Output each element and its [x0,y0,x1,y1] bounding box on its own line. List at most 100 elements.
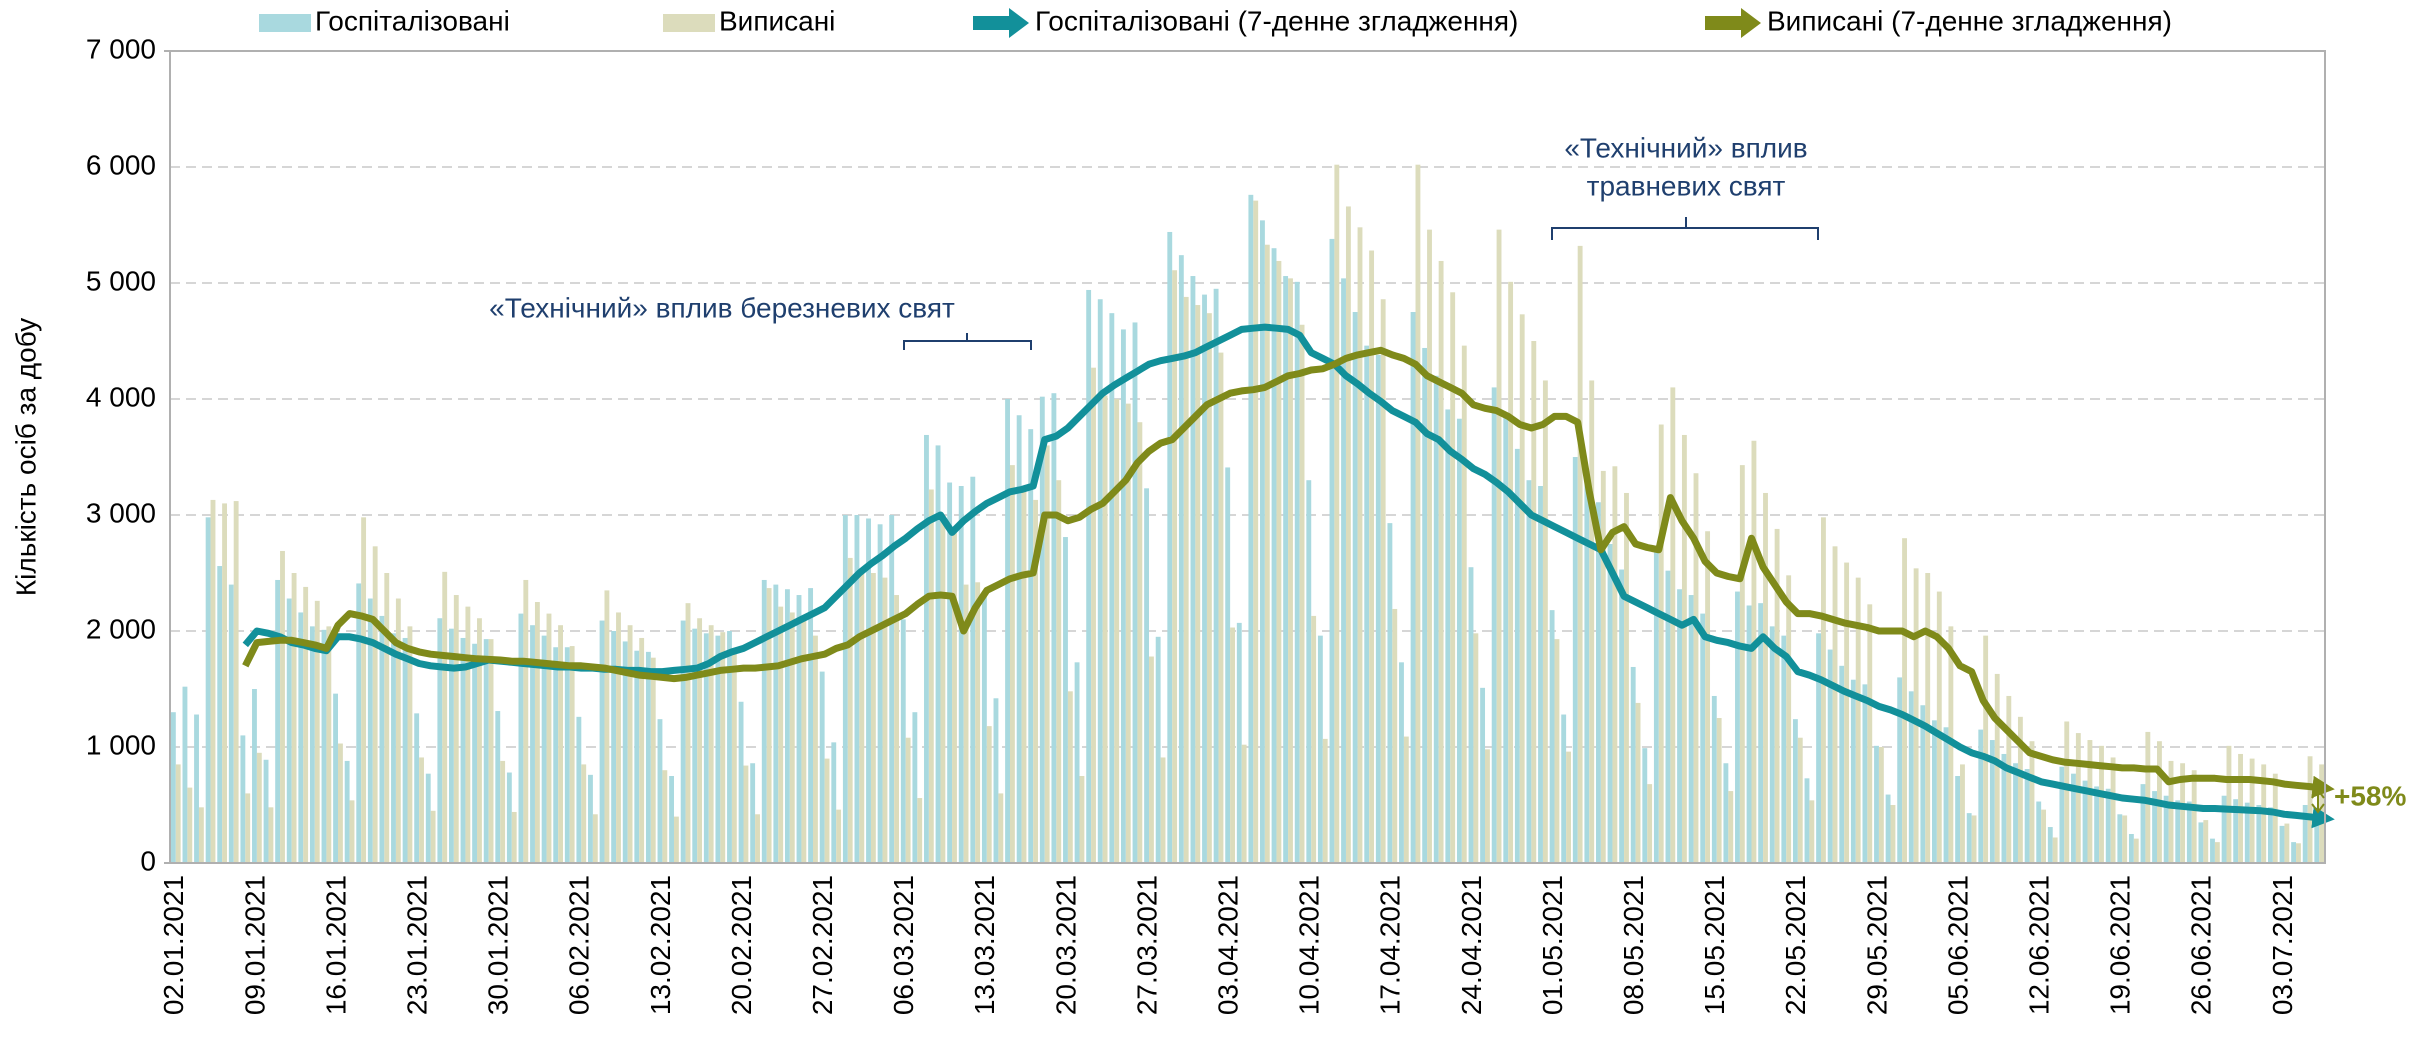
bar [2302,805,2308,863]
bar [2267,807,2273,863]
bar [1932,720,1937,863]
bar [187,787,193,863]
bar [2272,773,2278,863]
x-tick-label: 10.04.2021 [1294,875,1325,1015]
bar [2168,760,2174,863]
bar [1600,470,1606,863]
bar [2221,795,2227,863]
bar [1630,666,1636,863]
x-tick-label: 22.05.2021 [1780,875,1811,1015]
bar [1120,329,1126,863]
bar [448,628,454,863]
bar [1271,248,1277,863]
bar [1051,393,1057,863]
bar [2296,843,2301,863]
x-tick-label: 26.06.2021 [2186,875,2217,1015]
bar [1044,445,1050,863]
bar [460,637,466,863]
bar [495,711,501,863]
legend-swatch [259,14,311,32]
bar [1183,296,1189,863]
bar [1461,345,1467,863]
bar [1063,537,1068,863]
bar [1294,281,1300,864]
bar [333,693,338,863]
bar [395,598,401,863]
bar [854,515,860,863]
x-tick-label: 29.05.2021 [1861,875,1892,1015]
bar [2029,741,2035,863]
bar [1878,747,1884,863]
bar [1596,502,1601,863]
bar [1480,687,1486,863]
x-tick-label: 24.04.2021 [1456,875,1487,1015]
bar [506,772,512,863]
bar [553,647,559,863]
bar [530,625,535,863]
bar [703,633,709,863]
bar [801,618,807,863]
bar [1021,489,1027,863]
bar [1739,465,1745,863]
bar [2291,842,2297,863]
bar [1074,662,1080,863]
bar [1781,635,1787,863]
bar [784,589,790,863]
bar [205,517,211,863]
bar [1531,341,1537,863]
bar [170,712,176,863]
bar [286,598,292,863]
x-tick-label: 17.04.2021 [1375,875,1406,1015]
bar [935,445,941,863]
bar [866,518,871,863]
bar [1468,567,1474,863]
y-tick-label: 0 [140,845,156,876]
bar [1862,684,1868,863]
bar [1380,299,1386,863]
bar [1369,250,1375,863]
bar [912,712,918,863]
bar [1670,387,1676,863]
bar [1746,605,1752,863]
bar [511,811,517,863]
bar [622,641,628,863]
bar [228,584,234,863]
bar [1786,575,1792,863]
bar [824,758,830,863]
bar [669,776,674,863]
bar [1827,649,1833,863]
bar [1172,270,1178,863]
bar [2041,809,2047,863]
bar [1677,589,1682,863]
bar [425,773,431,863]
bar [1260,220,1265,864]
bar [2186,801,2192,863]
y-tick-label: 2 000 [86,613,156,644]
bar [1218,352,1224,863]
legend-label: Виписані [719,5,835,36]
bar [1769,626,1775,863]
bar [245,793,251,863]
bar [1410,312,1416,863]
bar [298,612,304,863]
bar [1311,615,1317,863]
bar [1693,473,1699,863]
x-tick-label: 20.03.2021 [1050,875,1081,1015]
bar [465,606,471,863]
bar [2064,721,2070,863]
bar [1908,691,1914,863]
bar [1415,164,1421,863]
bar [419,757,424,863]
bar [1983,635,1989,863]
bar [720,632,726,863]
bar [1033,499,1039,863]
bar [1364,345,1370,863]
bar [1688,595,1694,863]
bar [1329,238,1335,864]
bar [1433,375,1439,863]
bar [1566,751,1571,863]
bar [1989,740,1995,863]
bar [2307,756,2313,863]
bar [2094,786,2100,863]
bar [1612,466,1618,863]
